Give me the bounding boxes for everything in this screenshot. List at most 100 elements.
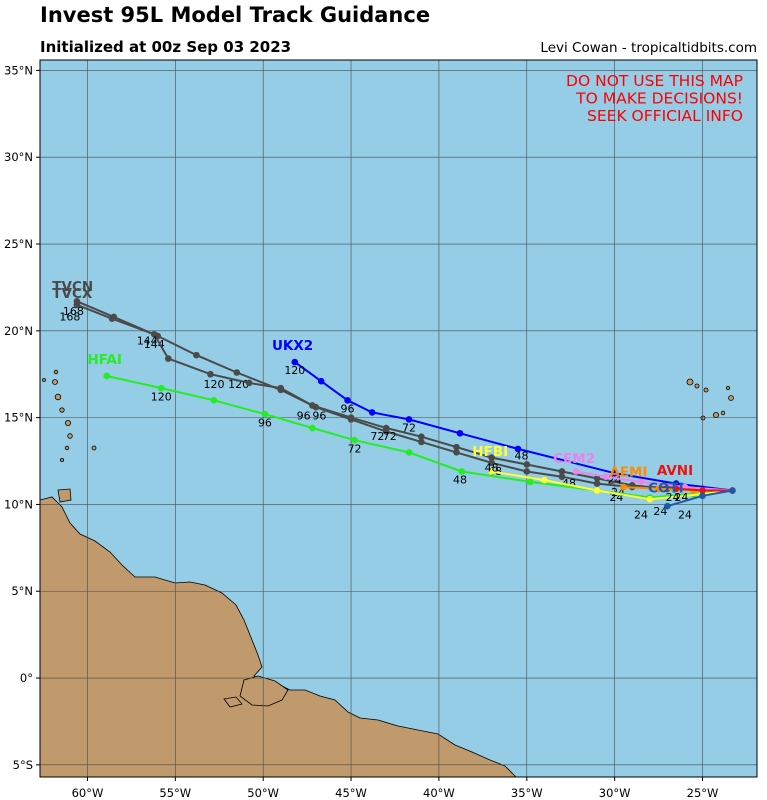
lon-tick-label: 25°W	[687, 786, 719, 800]
track-point	[541, 476, 548, 484]
track-point	[672, 485, 680, 493]
south-america-landmass	[40, 496, 517, 777]
forecast-hour-label: 96	[297, 409, 311, 422]
forecast-hour-label: 72	[383, 430, 397, 443]
forecast-hour-label: 48	[485, 461, 499, 474]
track-point	[488, 454, 495, 461]
track-point	[558, 473, 566, 480]
track-point	[351, 436, 358, 444]
forecast-hour-label: 168	[59, 310, 80, 323]
track-point	[453, 443, 460, 451]
axis-ticks: 60°W 55°W 50°W 45°W 40°W 35°W 30°W 25°W 35°N 30°N…	[4, 63, 718, 800]
model-name-label: CEM2	[553, 451, 595, 467]
forecast-hour-label: 24	[678, 508, 692, 521]
land-layer	[40, 369, 734, 777]
track-point	[405, 416, 413, 423]
forecast-hour-label: 48	[515, 449, 529, 462]
forecast-hour-label: 120	[284, 364, 305, 377]
forecast-hour-label: 24	[666, 491, 680, 504]
forecast-hour-label: 72	[402, 422, 416, 435]
lat-tick-label: 10°N	[4, 497, 33, 511]
track-point	[382, 424, 390, 432]
forecast-hour-label: 72	[370, 430, 384, 443]
warning-line: SEEK OFFICIAL INFO	[587, 107, 743, 125]
model-tracks: 24487296120144168TVCN24487296120144168TV…	[52, 279, 736, 521]
track-line	[294, 361, 733, 492]
warning-line: DO NOT USE THIS MAP	[566, 72, 743, 90]
plot-frame	[39, 59, 758, 778]
amazon-delta-islet	[223, 696, 243, 708]
lon-tick-label: 50°W	[247, 786, 279, 800]
lat-tick-label: 20°N	[4, 324, 33, 338]
track-point	[344, 396, 351, 404]
track-point	[664, 502, 671, 510]
lon-tick-label: 30°W	[599, 786, 631, 800]
track-point	[150, 331, 158, 338]
model-name-label: TVCN	[52, 279, 93, 295]
track-point	[347, 414, 355, 421]
lon-tick-label: 55°W	[159, 786, 191, 800]
lesser-antilles	[42, 369, 97, 462]
lat-lon-grid	[40, 60, 757, 777]
track-point	[103, 372, 111, 380]
track-point	[368, 409, 376, 416]
track-avni: 24 AVNI	[657, 463, 736, 504]
track-point	[572, 468, 580, 475]
lon-tick-label: 40°W	[423, 786, 455, 800]
track-point	[593, 480, 601, 487]
track-point	[699, 492, 706, 500]
forecast-hour-label: 144	[137, 335, 158, 348]
lat-tick-label: 5°N	[11, 584, 33, 598]
track-point	[73, 301, 81, 309]
track-point	[309, 424, 316, 432]
track-point	[453, 449, 460, 456]
track-line	[76, 303, 733, 492]
track-point	[261, 410, 269, 418]
track-point	[418, 433, 425, 441]
track-point	[193, 351, 200, 359]
forecast-hour-label: 24	[653, 505, 667, 518]
model-name-label: AVNI	[657, 463, 693, 479]
track-point	[699, 487, 706, 494]
track-point	[527, 478, 534, 486]
credit-text: Levi Cowan - tropicaltidbits.com	[540, 40, 757, 56]
track-point	[523, 461, 531, 468]
trinidad-island	[57, 488, 72, 503]
track-point	[620, 483, 627, 491]
lat-tick-label: 0°	[20, 671, 33, 685]
cape-verde-islands	[686, 378, 734, 421]
track-point	[157, 384, 165, 392]
lon-tick-label: 45°W	[335, 786, 367, 800]
model-name-label: COTI	[648, 480, 684, 496]
track-point	[317, 377, 325, 385]
map-title: Invest 95L Model Track Guidance	[40, 3, 431, 27]
forecast-hour-label: 168	[63, 305, 84, 318]
track-point	[514, 445, 522, 453]
track-point	[207, 370, 214, 378]
model-name-label: UKX2	[272, 338, 313, 354]
warning-line: TO MAKE DECISIONS!	[575, 90, 743, 108]
track-point	[108, 315, 116, 322]
lon-tick-label: 60°W	[72, 786, 104, 800]
track-point	[523, 468, 531, 475]
lat-tick-label: 25°N	[4, 237, 33, 251]
track-point	[210, 396, 218, 404]
track-point	[611, 469, 618, 477]
forecast-hour-label: 48	[453, 474, 467, 487]
track-point	[488, 468, 495, 475]
track-point	[593, 487, 601, 494]
amazon-delta-island	[239, 675, 289, 707]
model-name-label: HFBI	[472, 444, 508, 460]
track-point	[309, 402, 316, 409]
track-point	[637, 478, 645, 486]
track-point	[602, 473, 610, 480]
forecast-hour-label: 96	[341, 402, 355, 415]
track-point	[593, 475, 601, 482]
forecast-hour-label: 120	[151, 390, 172, 403]
track-point	[277, 384, 285, 392]
track-point	[245, 379, 253, 387]
track-point	[488, 459, 495, 467]
